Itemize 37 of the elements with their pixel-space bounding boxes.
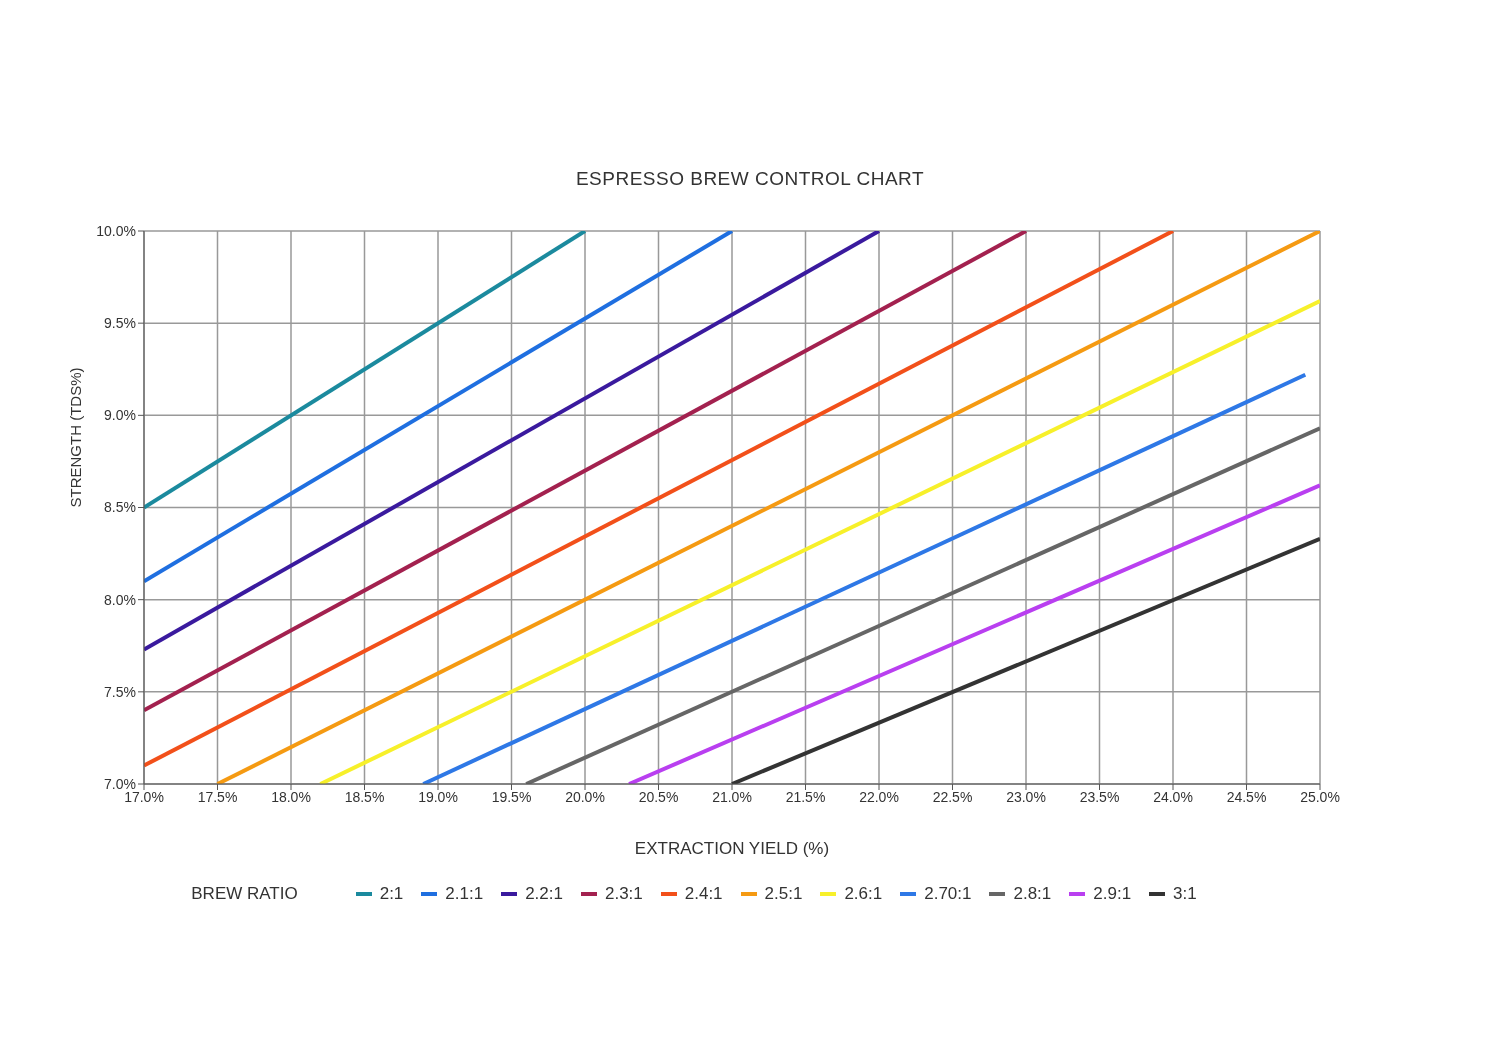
x-tick-label: 20.5%: [638, 788, 679, 805]
x-tick-label: 23.0%: [1006, 788, 1046, 805]
legend-title: BREW RATIO: [191, 884, 298, 904]
y-tick-label: 10.0%: [96, 222, 136, 239]
legend-label: 2.3:1: [604, 884, 643, 904]
x-tick-label: 21.5%: [785, 788, 826, 805]
chart-title: ESPRESSO BREW CONTROL CHART: [574, 168, 926, 191]
x-tick-label: 25.0%: [1300, 788, 1340, 805]
legend-label: 2.4:1: [684, 884, 723, 904]
x-tick-label: 20.0%: [565, 788, 605, 805]
x-axis-title: EXTRACTION YIELD (%): [634, 839, 830, 858]
legend-label: 2.2:1: [525, 884, 563, 904]
legend-label: 2.1:1: [445, 884, 484, 904]
y-tick-label: 8.5%: [104, 499, 136, 516]
x-tick-label: 24.0%: [1153, 788, 1193, 805]
x-tick-label: 22.0%: [859, 788, 899, 805]
x-tick-label: 19.0%: [418, 788, 458, 805]
legend-label: 2.6:1: [844, 884, 883, 904]
x-tick-label: 23.5%: [1079, 788, 1120, 805]
x-tick-label: 24.5%: [1226, 788, 1267, 805]
y-tick-label: 8.0%: [104, 591, 136, 608]
legend-label: 2.9:1: [1093, 884, 1132, 904]
legend-label: 2.70:1: [924, 884, 972, 904]
y-tick-label: 9.0%: [104, 407, 136, 424]
x-tick-label: 18.0%: [271, 788, 311, 805]
x-tick-label: 22.5%: [932, 788, 973, 805]
legend-label: 2.8:1: [1013, 884, 1052, 904]
x-tick-label: 21.0%: [712, 788, 752, 805]
y-tick-label: 9.5%: [104, 315, 136, 332]
legend-label: 2.5:1: [764, 884, 803, 904]
x-tick-label: 17.5%: [197, 788, 238, 805]
y-tick-label: 7.5%: [104, 683, 136, 700]
x-tick-label: 18.5%: [344, 788, 385, 805]
y-axis-title: STRENGTH (TDS%): [67, 367, 85, 508]
x-tick-label: 19.5%: [491, 788, 532, 805]
legend-label: 2:1: [379, 884, 404, 904]
legend-label: 3:1: [1173, 884, 1197, 904]
